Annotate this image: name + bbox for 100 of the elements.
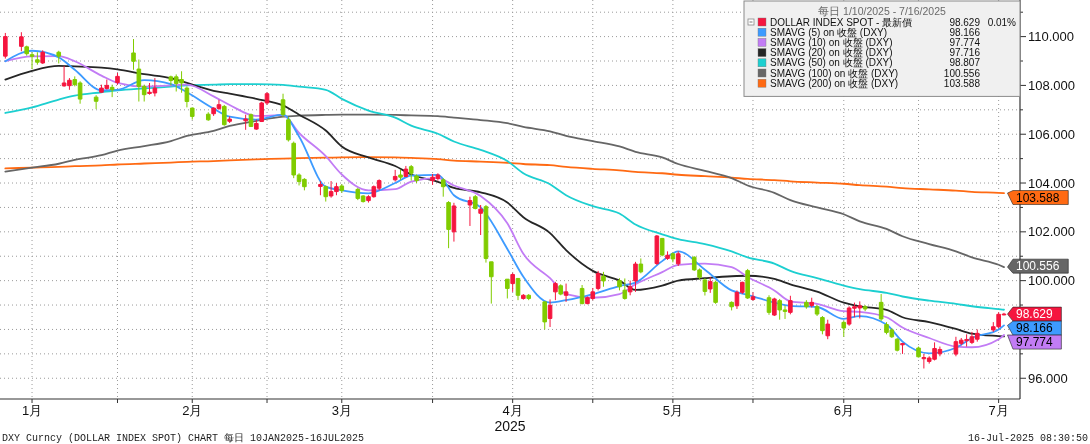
candlestick (702, 277, 708, 297)
data-label: 97.774 (1015, 335, 1054, 350)
candlestick (804, 299, 809, 310)
candlestick (595, 270, 601, 291)
candlestick (29, 51, 35, 70)
x-tick-label: 2月 (182, 403, 203, 418)
x-tick-label: 3月 (331, 403, 352, 418)
annotation: 98.166 (949, 26, 981, 38)
candlestick (675, 250, 681, 267)
candlestick (254, 119, 259, 131)
candlestick (19, 31, 24, 52)
candlestick (558, 283, 564, 296)
candlestick (659, 237, 665, 257)
legend-title: 每日 1/10/2025 - 7/16/2025 (818, 4, 946, 17)
candlestick (862, 304, 868, 312)
candlestick (243, 114, 248, 131)
legend-label: SMAVG (5) on 收盤 (DXY) (770, 26, 888, 38)
candlestick (745, 268, 750, 300)
text: 16-Jul-2025 08:30:50 (967, 433, 1088, 444)
candlestick (563, 283, 569, 303)
candlestick (24, 45, 29, 57)
legend-label: SMAVG (100) on 收盤 (DXY) (770, 67, 899, 79)
candlestick (617, 277, 622, 291)
candlestick (900, 342, 905, 355)
candlestick (579, 284, 585, 305)
candlestick (227, 115, 232, 124)
x-tick-label: 5月 (662, 403, 683, 418)
legend-label: SMAVG (20) on 收盤 (DXY) (770, 47, 893, 59)
candlestick (627, 280, 633, 296)
text: 98.629 (949, 16, 980, 28)
annotation: 0.01% (987, 16, 1017, 28)
line-series (4, 113, 1005, 268)
data-label: 98.166 (1015, 321, 1054, 336)
candlestick (414, 173, 419, 184)
annotation: 103.588 (943, 77, 981, 89)
candlestick (115, 72, 120, 86)
candlestick (820, 315, 825, 335)
candlestick (622, 277, 628, 301)
candlestick (654, 234, 660, 266)
candlestick (205, 111, 211, 122)
candlestick (318, 180, 323, 196)
candlestick (472, 194, 478, 210)
candlestick (670, 252, 676, 263)
legend-label: DOLLAR INDEX SPOT - 最新價 (770, 16, 913, 28)
candlestick (323, 184, 329, 203)
candlestick (109, 84, 115, 98)
candlestick (451, 202, 457, 243)
y-tick-label: 100.000 (1028, 273, 1075, 289)
candlestick (521, 293, 526, 301)
x-tick-label: 4月 (502, 403, 523, 418)
candlestick (446, 200, 451, 249)
candlestick (814, 304, 820, 317)
candlestick (131, 38, 136, 71)
candlestick (467, 196, 473, 227)
annotation: 98.807 (949, 57, 981, 69)
y-tick-label: 96.000 (1028, 370, 1068, 386)
candlestick (505, 278, 510, 299)
candlestick (403, 165, 409, 178)
candlestick (841, 320, 847, 338)
candlestick (526, 293, 531, 301)
candlestick (286, 116, 291, 143)
candlestick (633, 261, 638, 293)
candlestick (440, 177, 446, 198)
candlestick (665, 250, 670, 261)
candlestick (280, 93, 286, 118)
y-tick-label: 110.000 (1028, 29, 1075, 45)
candlestick (553, 281, 558, 301)
annotation: 98.629 (1015, 307, 1054, 322)
candlestick (601, 271, 606, 288)
x-tick-label: 6月 (833, 403, 854, 418)
candlestick (788, 295, 793, 315)
candlestick (189, 106, 195, 121)
candlestick (809, 297, 815, 308)
candlestick (894, 337, 900, 352)
candlestick (93, 94, 99, 110)
candlestick (398, 169, 403, 181)
candlestick (713, 280, 718, 305)
y-tick-label: 104.000 (1028, 175, 1075, 191)
candlestick (547, 298, 553, 328)
line-series (4, 156, 1005, 194)
candlestick (392, 169, 398, 183)
candlestick (478, 204, 483, 236)
candlestick (184, 85, 190, 108)
data-label: 103.588 (1015, 190, 1060, 205)
y-tick-label: 108.000 (1028, 77, 1075, 93)
candlestick (772, 297, 777, 317)
candlestick (339, 183, 345, 194)
candlestick (825, 319, 831, 340)
x-tick-label: 1月 (21, 403, 43, 418)
candlestick (408, 164, 414, 182)
candlestick (510, 272, 515, 293)
annotation: 100.556 (943, 67, 981, 79)
candlestick (489, 261, 494, 305)
y-tick-label: 106.000 (1028, 126, 1075, 142)
candlestick (56, 50, 62, 64)
candlestick (707, 276, 713, 294)
data-label: 100.556 (1015, 259, 1060, 274)
legend-label: SMAVG (50) on 收盤 (DXY) (770, 57, 893, 69)
annotation: 97.774 (949, 36, 981, 48)
candlestick (638, 257, 644, 274)
